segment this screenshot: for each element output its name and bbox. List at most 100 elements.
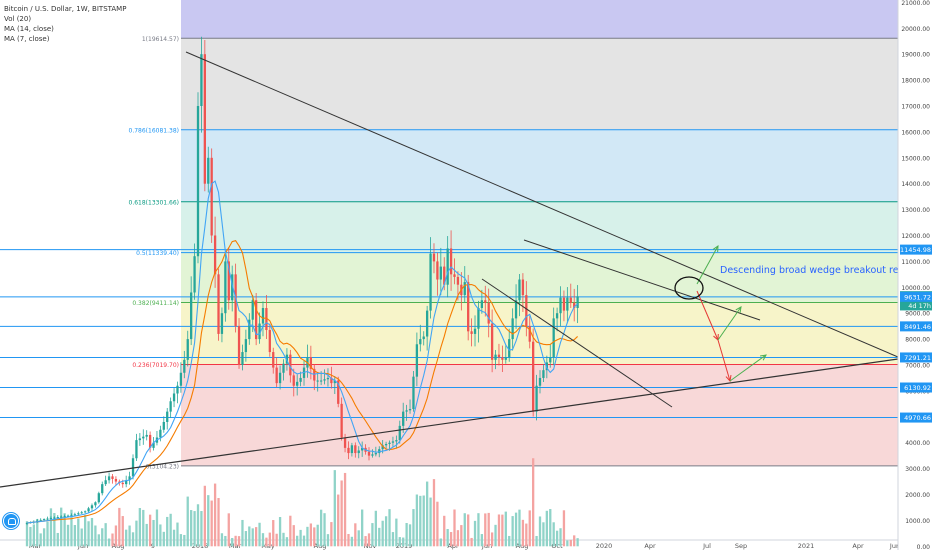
candle-body [70,515,73,517]
candle-body [190,292,193,340]
volume-bar [361,509,364,547]
price-label-5: 7291.21 [904,354,931,362]
candle-body [97,493,100,503]
volume-bar [107,538,111,547]
candle-body [227,261,230,301]
volume-bar [213,483,217,547]
fib-label-5: 0.236(7019.70) [132,362,179,369]
volume-bar [104,523,107,547]
volume-bar [53,513,56,547]
candle-body [333,380,336,384]
candle-body [268,330,271,353]
volume-bar [521,519,525,547]
volume-bar [545,510,548,547]
volume-bar [83,514,87,547]
candle-body [285,354,289,364]
volume-bar [402,537,405,547]
y-tick-14: 7000.00 [905,363,930,370]
candle-body [296,381,299,386]
volume-bar [484,513,487,547]
volume-bar [337,494,340,547]
candle-body [152,442,155,448]
volume-bar [220,533,224,547]
candle-body [494,354,497,360]
candle-body [73,514,77,516]
price-label-7: 4970.66 [904,414,931,422]
volume-bar [508,535,511,547]
candle-body [559,297,562,314]
fib-band-2 [181,129,898,202]
candle-body [343,437,347,448]
candle-body [66,515,70,517]
volume-bar [395,518,398,547]
volume-bar [261,533,265,547]
volume-bar [289,515,292,547]
volume-bar [254,527,258,547]
volume-bar [183,534,186,547]
volume-bar [282,532,285,547]
volume-bar [412,509,415,547]
candle-body [405,410,408,412]
x-tick-15: Apr [644,542,656,550]
x-tick-11: Jun [481,542,492,550]
x-tick-6: May [261,542,275,550]
volume-bar [371,523,374,547]
candle-body [456,276,460,285]
candle-body [514,300,518,319]
y-tick-18: 3000.00 [905,466,930,473]
candle-body [415,344,419,377]
fib-label-3: 0.5(11339.40) [136,250,179,257]
volume-bar [90,517,94,547]
volume-bar [306,526,309,547]
candle-body [350,445,354,454]
candle-body [542,370,545,378]
volume-bar [152,519,155,547]
chat-bubble-icon[interactable] [3,513,19,529]
price-label-bg-6 [900,382,932,393]
indicator-ma7[interactable]: MA (7, close) [4,35,50,43]
candle-body [224,261,227,314]
ma14-line [26,240,578,524]
volume-bar [504,511,507,547]
volume-bar [121,516,124,547]
candle-body [299,377,302,382]
indicator-ma14[interactable]: MA (14, close) [4,25,54,33]
candle-body [261,308,265,324]
y-tick-11: 10000.00 [901,285,930,292]
candle-body [159,429,162,438]
y-tick-2: 19000.00 [901,52,930,59]
candle-body [166,411,169,422]
volume-bar [49,508,53,547]
candle-body [473,328,477,334]
candle-body [196,106,200,257]
candle-body [220,313,224,334]
arrow-up-3-head [760,354,767,361]
candle-body [241,352,244,365]
volume-bar [432,479,436,547]
volume-bar [374,510,377,547]
volume-bar [354,523,357,547]
volume-bar [190,510,193,547]
price-label-3: 9631.72 [904,293,931,301]
candle-body [210,157,213,236]
descending-trendline [185,51,899,358]
volume-bar [490,532,494,547]
volume-bar [186,496,189,547]
candle-body [443,266,446,285]
volume-bar [367,533,371,547]
volume-bar [566,540,569,547]
candle-body [193,256,196,293]
volume-bar [528,510,531,547]
volume-bar [70,509,73,547]
y-tick-0: 21000.00 [901,0,930,7]
indicator-volume[interactable]: Vol (20) [4,15,32,23]
candle-body [258,323,261,340]
volume-bar [227,513,230,547]
volume-bar [555,530,559,547]
candle-body [104,480,107,485]
candle-body [545,362,548,371]
candle-body [504,357,507,360]
volume-bar [463,513,466,547]
